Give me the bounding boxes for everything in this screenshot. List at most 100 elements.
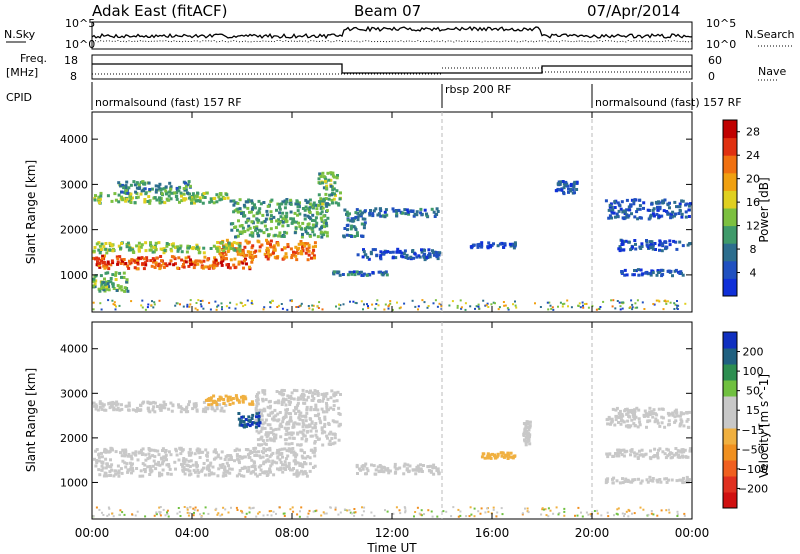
data-cell [350, 512, 353, 515]
data-cell [419, 463, 422, 467]
data-cell [316, 408, 320, 412]
data-cell [325, 224, 329, 228]
data-cell [524, 424, 528, 428]
data-cell [187, 469, 191, 473]
velocity-colorbar-label: Velocity [m s^-1] [757, 374, 771, 478]
data-cell [316, 235, 320, 239]
data-cell [296, 213, 299, 217]
data-cell [278, 231, 282, 235]
data-cell [420, 514, 423, 517]
data-cell [117, 244, 121, 248]
data-cell [619, 305, 622, 308]
data-cell [271, 459, 275, 463]
data-cell [152, 260, 155, 264]
data-cell [163, 406, 167, 410]
data-cell [333, 441, 337, 445]
data-cell [200, 305, 203, 308]
data-cell [638, 453, 642, 457]
data-cell [366, 255, 370, 259]
data-cell [152, 459, 156, 463]
data-cell [321, 206, 325, 210]
data-cell [610, 299, 613, 302]
colorbar-tick-label: 20 [746, 173, 760, 186]
data-cell [258, 211, 262, 215]
data-cell [325, 403, 329, 407]
data-cell [216, 455, 220, 459]
data-cell [298, 462, 302, 466]
data-cell [495, 515, 498, 518]
data-cell [667, 478, 670, 482]
data-cell [384, 509, 386, 512]
data-cell [135, 244, 139, 248]
data-cell [286, 422, 290, 425]
data-cell [227, 464, 230, 468]
noise-search-line [92, 39, 693, 43]
data-cell [638, 204, 642, 208]
data-cell [285, 449, 289, 453]
data-cell [355, 231, 359, 235]
data-cell [126, 264, 130, 268]
data-cell [625, 449, 629, 453]
data-cell [220, 257, 224, 261]
data-cell [385, 273, 389, 277]
data-cell [521, 512, 524, 515]
data-cell [221, 255, 225, 259]
data-cell [192, 246, 195, 250]
data-cell [676, 307, 678, 310]
data-cell [665, 477, 668, 481]
data-cell [235, 506, 238, 509]
data-cell [191, 463, 195, 467]
data-cell [245, 253, 248, 257]
data-cell [285, 255, 289, 259]
data-cell [292, 510, 295, 513]
noise-left-tick-low: 10^0 [65, 38, 95, 51]
data-cell [323, 512, 326, 515]
data-cell [240, 415, 244, 419]
data-cell [402, 252, 406, 256]
data-cell [303, 208, 307, 212]
data-cell [672, 453, 676, 457]
data-cell [342, 235, 346, 239]
data-cell [95, 461, 99, 465]
data-cell [616, 201, 620, 205]
data-cell [188, 512, 191, 515]
data-cell [469, 245, 473, 249]
data-cell [314, 422, 318, 425]
data-cell [250, 199, 254, 203]
data-cell [555, 506, 558, 509]
data-cell [151, 408, 155, 412]
data-cell [288, 436, 292, 440]
data-cell [235, 241, 239, 245]
data-cell [566, 299, 569, 302]
data-cell [232, 210, 236, 214]
data-cell [233, 201, 237, 205]
data-cell [158, 506, 161, 509]
data-cell [199, 450, 203, 454]
colorbar-tick-label: 15 [746, 404, 760, 417]
colorbar-swatch [723, 190, 737, 209]
data-cell [233, 449, 237, 453]
data-cell [131, 196, 134, 200]
data-cell [626, 419, 630, 423]
data-cell [280, 400, 284, 404]
data-cell [323, 225, 326, 229]
data-cell [272, 437, 276, 441]
data-cell [374, 207, 378, 211]
data-cell [184, 184, 188, 188]
data-cell [254, 228, 258, 232]
data-cell [223, 197, 227, 200]
data-cell [223, 468, 227, 472]
data-cell [215, 507, 218, 510]
data-cell [186, 244, 190, 248]
data-cell [182, 457, 186, 460]
data-cell [268, 455, 272, 459]
data-cell [92, 515, 95, 517]
data-cell [272, 432, 276, 436]
data-cell [316, 390, 320, 394]
data-cell [115, 305, 117, 308]
data-cell [208, 463, 212, 467]
data-cell [111, 249, 115, 253]
data-cell [686, 425, 690, 429]
data-cell [649, 242, 653, 246]
data-cell [657, 299, 660, 302]
